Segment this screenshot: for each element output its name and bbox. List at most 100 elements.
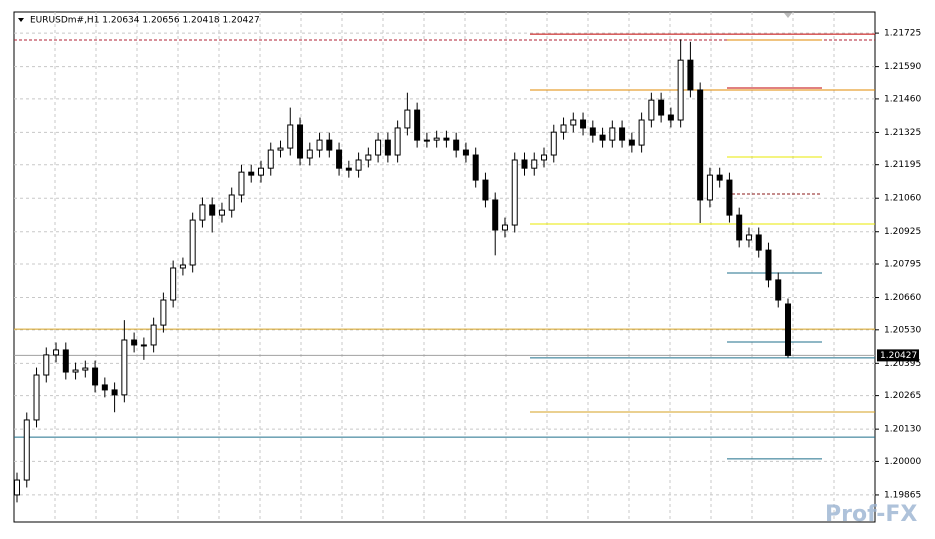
shift-marker — [784, 13, 792, 18]
price-label: 1.20427 — [880, 351, 917, 361]
candle-body — [531, 159, 538, 169]
y-tick-label: 1.20130 — [884, 425, 921, 435]
chart-title: EURUSDm#,H1 1.20634 1.20656 1.20418 1.20… — [30, 16, 260, 26]
candle-body — [267, 149, 274, 169]
candle-body — [394, 127, 401, 156]
candle-body — [541, 154, 548, 161]
candle-body — [570, 119, 577, 126]
candle-body — [433, 137, 440, 141]
candle-body — [326, 139, 333, 151]
grid — [14, 12, 875, 522]
candle-body — [131, 339, 138, 346]
candle-body — [785, 303, 791, 356]
candle-body — [384, 139, 391, 156]
y-tick-label: 1.20265 — [884, 391, 921, 401]
y-tick-label: 1.21325 — [884, 128, 921, 138]
candle-body — [53, 349, 60, 356]
candle-body — [609, 127, 616, 141]
candle-body — [511, 159, 518, 226]
menu-arrow[interactable] — [18, 18, 24, 22]
candle-body — [277, 147, 284, 151]
candle-body — [297, 124, 304, 159]
candle-body — [375, 139, 382, 156]
candle-body — [550, 131, 557, 156]
candle-body — [501, 224, 508, 231]
candle-body — [121, 339, 128, 396]
candle-body — [619, 127, 626, 141]
candle-body — [150, 324, 157, 346]
candle-body — [580, 119, 587, 129]
candle-body — [404, 109, 411, 129]
candle-body — [199, 204, 206, 221]
candle-body — [765, 249, 772, 281]
y-tick-label: 1.20925 — [884, 227, 921, 237]
y-axis: 1.21725 1.21590 1.21460 1.21325 1.21195 1.210… — [875, 29, 921, 500]
candle-body — [706, 174, 713, 201]
candle-body — [589, 127, 596, 136]
candle-body — [628, 139, 635, 146]
candle-body — [423, 139, 430, 142]
candle-body — [453, 139, 460, 151]
candle-body — [355, 159, 362, 171]
y-tick-label: 1.21195 — [884, 160, 921, 170]
candle-body — [228, 194, 235, 211]
candle-body — [677, 59, 684, 121]
candle-body — [482, 179, 489, 201]
candle-body — [179, 264, 186, 269]
y-tick-label: 1.20795 — [884, 260, 921, 270]
candle-body — [697, 89, 704, 201]
candle-body — [472, 154, 479, 181]
watermark: Prof-FX — [825, 502, 917, 527]
levels — [14, 33, 875, 460]
candle-body — [521, 159, 528, 169]
y-tick-label: 1.21725 — [884, 29, 921, 39]
candle-body — [560, 124, 567, 133]
candle-body — [658, 99, 665, 116]
candle-body — [238, 171, 245, 196]
candle-body — [775, 279, 782, 301]
candle-body — [92, 367, 99, 386]
candle-body — [443, 137, 450, 141]
candle-body — [306, 149, 313, 159]
candle-body — [667, 114, 674, 121]
candle-body — [287, 124, 294, 149]
candle-body — [336, 149, 343, 169]
candle-body — [101, 384, 108, 391]
candle-body — [248, 171, 255, 176]
candle-body — [726, 179, 733, 216]
candle-body — [492, 199, 499, 231]
candle-body — [218, 209, 225, 216]
candle-body — [716, 174, 723, 181]
candle-body — [745, 234, 752, 241]
candles — [14, 39, 791, 503]
candle-body — [316, 139, 323, 151]
candle-body — [365, 154, 372, 161]
candle-body — [189, 219, 196, 266]
candle-body — [736, 214, 743, 241]
y-tick-label: 1.20660 — [884, 293, 921, 303]
y-tick-label: 1.21590 — [884, 62, 921, 72]
candle-body — [33, 374, 40, 421]
candle-body — [257, 167, 264, 176]
y-tick-label: 1.21460 — [884, 94, 921, 104]
candle-body — [14, 479, 20, 496]
candle-body — [111, 389, 118, 396]
plot-frame — [13, 11, 876, 523]
candle-body — [755, 234, 762, 251]
candle-body — [638, 119, 645, 146]
candle-body — [170, 267, 177, 301]
candle-body — [414, 109, 421, 141]
candle-body — [140, 344, 147, 347]
candle-body — [72, 369, 79, 373]
candle-body — [82, 367, 89, 371]
candle-body — [462, 149, 469, 156]
candle-body — [160, 299, 167, 326]
candle-body — [23, 419, 30, 481]
candle-body — [209, 204, 216, 216]
y-tick-label: 1.21060 — [884, 194, 921, 204]
candle-body — [43, 354, 50, 376]
candle-body — [62, 349, 69, 373]
y-tick-label: 1.19865 — [884, 490, 921, 500]
